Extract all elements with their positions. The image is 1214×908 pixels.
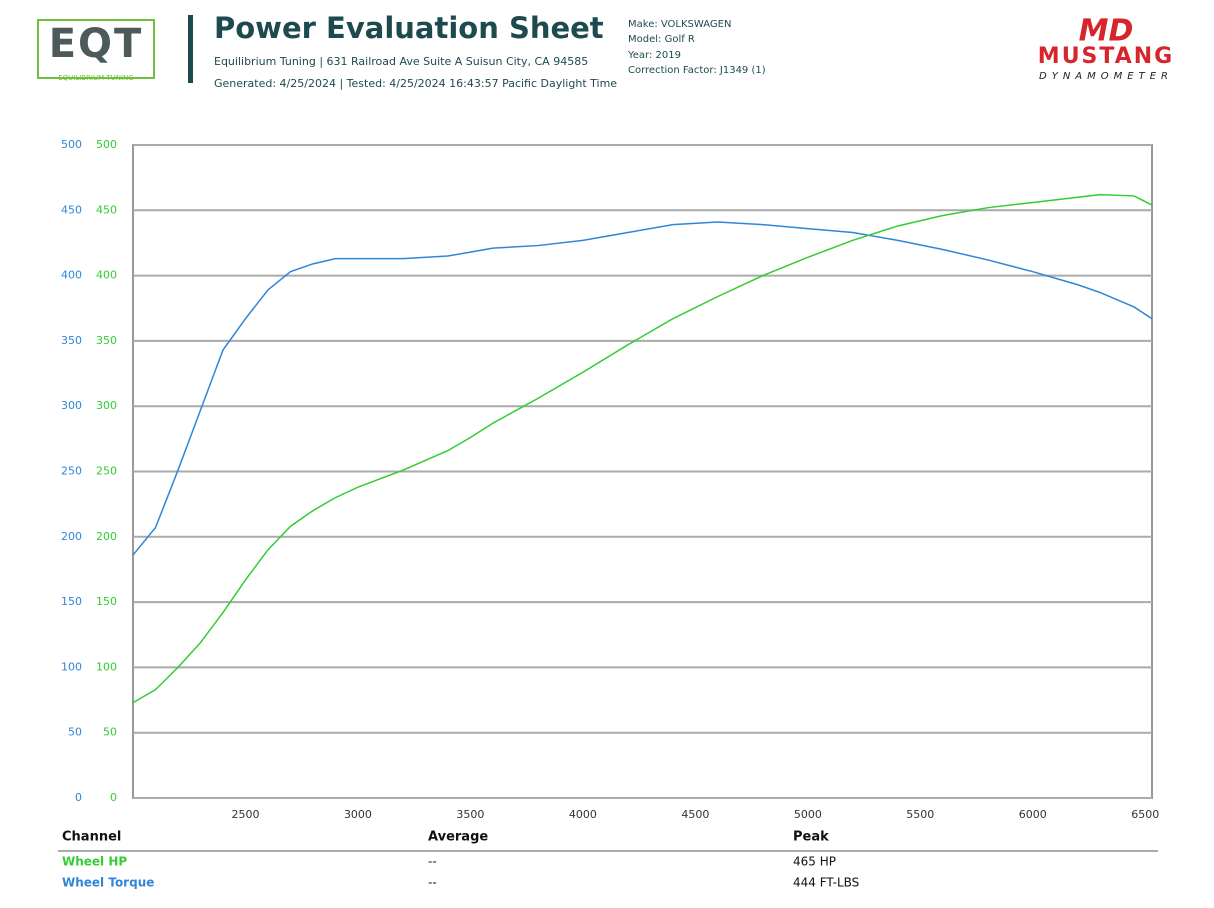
table-cell: -- xyxy=(428,876,437,890)
logo-text: EQT xyxy=(49,21,144,67)
series-line xyxy=(132,221,1153,556)
table-cell: Wheel Torque xyxy=(62,876,154,890)
address: Equilibrium Tuning | 631 Railroad Ave Su… xyxy=(214,55,588,68)
table: Channel Average Peak Wheel HP -- 465 HP … xyxy=(58,830,1158,890)
y2-tick-label: 350 xyxy=(96,334,117,347)
table-cell: -- xyxy=(428,855,437,869)
y2-tick-label: 100 xyxy=(96,660,117,673)
x-tick-label: 6500 xyxy=(1131,808,1159,821)
y2-tick-label: 50 xyxy=(103,726,117,739)
table-header: Peak xyxy=(793,830,829,845)
y-tick-label: 300 xyxy=(61,399,82,412)
y2-tick-label: 300 xyxy=(96,399,117,412)
y-tick-label: 350 xyxy=(61,334,82,347)
table-header: Average xyxy=(428,830,488,845)
y-tick-label: 200 xyxy=(61,530,82,543)
y2-tick-label: 0 xyxy=(110,791,117,804)
x-tick-label: 4000 xyxy=(569,808,597,821)
y2-tick-label: 400 xyxy=(96,269,117,282)
y2-tick-label: 250 xyxy=(96,465,117,478)
x-tick-label: 3000 xyxy=(344,808,372,821)
x-tick-label: 5500 xyxy=(906,808,934,821)
logo-text: MUSTANG xyxy=(1038,44,1174,69)
logo-left: EQT EQUILIBRIUM TUNING xyxy=(37,19,155,82)
logo-right: MD MUSTANG DYNAMOMETER xyxy=(1038,14,1174,83)
y-tick-label: 150 xyxy=(61,595,82,608)
logo-mark: MD xyxy=(1079,14,1134,49)
y-tick-label: 0 xyxy=(75,791,82,804)
table-cell: 444 FT-LBS xyxy=(793,876,859,890)
y-tick-label: 450 xyxy=(61,203,82,216)
logo-subtext: EQUILIBRIUM TUNING xyxy=(58,74,134,82)
y-tick-label: 250 xyxy=(61,465,82,478)
generated: Generated: 4/25/2024 | Tested: 4/25/2024… xyxy=(214,77,617,90)
divider xyxy=(188,15,193,83)
make: Make: VOLKSWAGEN xyxy=(628,19,731,30)
logo-subtext: DYNAMOMETER xyxy=(1039,71,1173,82)
y2-tick-label: 150 xyxy=(96,595,117,608)
correction: Correction Factor: J1349 (1) xyxy=(628,65,766,76)
x-tick-label: 4500 xyxy=(681,808,709,821)
series-line xyxy=(132,193,1153,704)
model: Model: Golf R xyxy=(628,34,695,45)
table-cell: 465 HP xyxy=(793,855,836,869)
x-tick-label: 3500 xyxy=(456,808,484,821)
title: Power Evaluation Sheet xyxy=(214,11,604,45)
y2-tick-label: 500 xyxy=(96,138,117,151)
x-tick-label: 2500 xyxy=(231,808,259,821)
logo-frame xyxy=(37,19,155,79)
table-header: Channel xyxy=(62,830,121,845)
year: Year: 2019 xyxy=(627,50,681,61)
y-tick-label: 400 xyxy=(61,269,82,282)
table-cell: Wheel HP xyxy=(62,855,127,869)
y-tick-label: 500 xyxy=(61,138,82,151)
y2-tick-label: 200 xyxy=(96,530,117,543)
x-tick-label: 5000 xyxy=(794,808,822,821)
x-tick-label: 6000 xyxy=(1019,808,1047,821)
y-tick-label: 100 xyxy=(61,660,82,673)
y2-tick-label: 450 xyxy=(96,203,117,216)
y-tick-label: 50 xyxy=(68,726,82,739)
